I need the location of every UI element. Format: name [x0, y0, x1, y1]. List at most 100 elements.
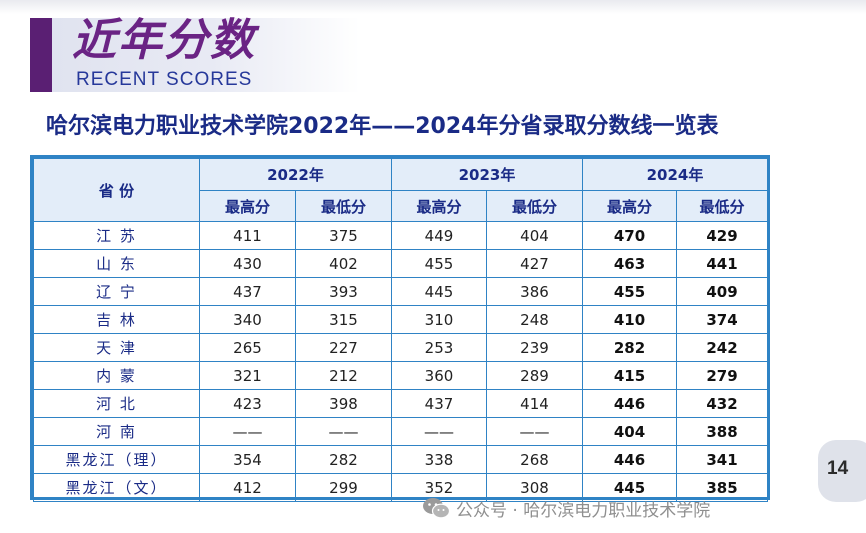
max-score-cell: 265: [199, 333, 296, 362]
max-score-cell: 404: [582, 417, 677, 446]
province-cell: 河 南: [33, 417, 200, 446]
max-score-cell: 352: [391, 473, 487, 502]
max-score-cell: 415: [582, 361, 677, 390]
min-score-cell: 429: [676, 221, 768, 250]
max-score-cell: 430: [199, 249, 296, 278]
max-score-cell: 437: [391, 389, 487, 418]
year-header-2024: 2024年: [582, 158, 768, 191]
province-cell: 吉 林: [33, 305, 200, 334]
province-header: 省 份: [33, 158, 200, 222]
max-score-cell: 455: [582, 277, 677, 306]
min-score-cell: 268: [486, 445, 583, 474]
scores-table: 省 份 2022年 2023年 2024年 最高分 最低分 最高分 最低分 最高…: [30, 155, 770, 502]
min-score-cell: 299: [295, 473, 392, 502]
min-score-cell: 375: [295, 221, 392, 250]
table-row: 黑龙江（理） 354 282 338 268 446 341: [33, 445, 768, 474]
min-score-cell: 441: [676, 249, 768, 278]
max-score-cell: 470: [582, 221, 677, 250]
min-score-cell: 386: [486, 277, 583, 306]
watermark: 公众号 · 哈尔滨电力职业技术学院: [422, 495, 710, 521]
page-number: 14: [827, 458, 849, 479]
table-header-row-years: 省 份 2022年 2023年 2024年: [33, 158, 768, 222]
min-score-cell: 239: [486, 333, 583, 362]
min-score-cell: ——: [295, 417, 392, 446]
min-score-cell: 414: [486, 389, 583, 418]
table-row: 河 南 —— —— —— —— 404 388: [33, 417, 768, 446]
max-score-header: 最高分: [199, 190, 296, 222]
table-row: 河 北 423 398 437 414 446 432: [33, 389, 768, 418]
min-score-cell: 248: [486, 305, 583, 334]
max-score-cell: 338: [391, 445, 487, 474]
table-row: 天 津 265 227 253 239 282 242: [33, 333, 768, 362]
province-cell: 辽 宁: [33, 277, 200, 306]
min-score-header: 最低分: [676, 190, 768, 222]
max-score-cell: 446: [582, 445, 677, 474]
min-score-cell: 282: [295, 445, 392, 474]
min-score-cell: 385: [676, 473, 768, 502]
max-score-cell: 253: [391, 333, 487, 362]
header-accent-bar: [30, 18, 52, 92]
max-score-cell: 445: [391, 277, 487, 306]
wechat-icon: [423, 498, 450, 519]
min-score-header: 最低分: [486, 190, 583, 222]
top-fade: [0, 0, 866, 14]
min-score-cell: 341: [676, 445, 768, 474]
table-row: 黑龙江（文） 412 299 352 308 445 385: [33, 473, 768, 502]
min-score-cell: 374: [676, 305, 768, 334]
max-score-cell: 310: [391, 305, 487, 334]
min-score-cell: 404: [486, 221, 583, 250]
min-score-cell: 227: [295, 333, 392, 362]
province-cell: 山 东: [33, 249, 200, 278]
min-score-cell: 427: [486, 249, 583, 278]
min-score-cell: 388: [676, 417, 768, 446]
table-row: 山 东 430 402 455 427 463 441: [33, 249, 768, 278]
max-score-cell: 437: [199, 277, 296, 306]
min-score-header: 最低分: [295, 190, 392, 222]
year-header-2023: 2023年: [391, 158, 583, 191]
max-score-cell: 410: [582, 305, 677, 334]
min-score-cell: 315: [295, 305, 392, 334]
max-score-cell: 455: [391, 249, 487, 278]
max-score-cell: ——: [391, 417, 487, 446]
min-score-cell: ——: [486, 417, 583, 446]
max-score-cell: 449: [391, 221, 487, 250]
year-header-2022: 2022年: [199, 158, 392, 191]
table-row: 内 蒙 321 212 360 289 415 279: [33, 361, 768, 390]
province-cell: 天 津: [33, 333, 200, 362]
province-cell: 江 苏: [33, 221, 200, 250]
min-score-cell: 393: [295, 277, 392, 306]
table-row: 辽 宁 437 393 445 386 455 409: [33, 277, 768, 306]
max-score-cell: 411: [199, 221, 296, 250]
min-score-cell: 308: [486, 473, 583, 502]
min-score-cell: 432: [676, 389, 768, 418]
max-score-cell: ——: [199, 417, 296, 446]
max-score-cell: 463: [582, 249, 677, 278]
min-score-cell: 212: [295, 361, 392, 390]
max-score-cell: 446: [582, 389, 677, 418]
province-cell: 黑龙江（理）: [33, 445, 200, 474]
table-header-row-labels: 最高分 最低分 最高分 最低分 最高分 最低分: [34, 190, 768, 222]
max-score-cell: 354: [199, 445, 296, 474]
table-row: 江 苏 411 375 449 404 470 429: [33, 221, 768, 250]
max-score-header: 最高分: [582, 190, 677, 222]
min-score-cell: 402: [295, 249, 392, 278]
header-banner: [30, 18, 360, 92]
max-score-cell: 282: [582, 333, 677, 362]
max-score-cell: 321: [199, 361, 296, 390]
table-row: 吉 林 340 315 310 248 410 374: [33, 305, 768, 334]
header-subtitle: RECENT SCORES: [76, 69, 253, 90]
province-cell: 黑龙江（文）: [33, 473, 200, 502]
province-cell: 河 北: [33, 389, 200, 418]
max-score-header: 最高分: [391, 190, 487, 222]
max-score-cell: 412: [199, 473, 296, 502]
min-score-cell: 409: [676, 277, 768, 306]
max-score-cell: 360: [391, 361, 487, 390]
header-title: 近年分数: [72, 15, 256, 66]
min-score-cell: 398: [295, 389, 392, 418]
min-score-cell: 289: [486, 361, 583, 390]
max-score-cell: 423: [199, 389, 296, 418]
min-score-cell: 279: [676, 361, 768, 390]
watermark-text: 公众号 · 哈尔滨电力职业技术学院: [456, 500, 711, 521]
page-badge: [818, 440, 866, 502]
province-cell: 内 蒙: [33, 361, 200, 390]
